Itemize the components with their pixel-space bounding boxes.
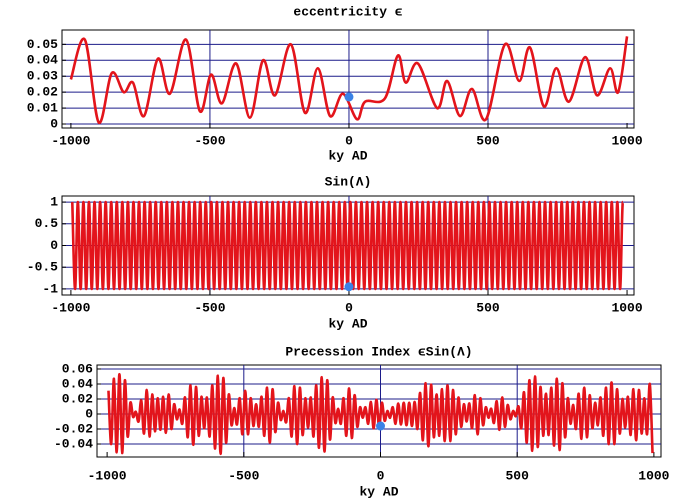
x-tick-label: -1000 bbox=[88, 468, 127, 483]
x-tick-label: 500 bbox=[476, 300, 500, 315]
marker-point bbox=[344, 92, 354, 102]
chart-title: Precession Index ϵSin(Λ) bbox=[285, 344, 472, 359]
plot-frame bbox=[61, 29, 635, 129]
x-tick-label: -500 bbox=[194, 133, 225, 148]
y-tick-label: 0.5 bbox=[35, 216, 59, 231]
y-tick-label: 0.03 bbox=[27, 69, 58, 84]
x-axis-label: ky AD bbox=[328, 316, 367, 331]
x-tick-label: -500 bbox=[194, 300, 225, 315]
chart-title: Sin(Λ) bbox=[325, 174, 372, 189]
x-tick-label: -1000 bbox=[51, 133, 90, 148]
y-tick-label: -1 bbox=[42, 281, 58, 296]
x-tick-label: -500 bbox=[228, 468, 259, 483]
y-tick-label: 0.02 bbox=[62, 391, 93, 406]
marker-point bbox=[344, 282, 354, 292]
x-tick-label: 0 bbox=[377, 468, 385, 483]
y-tick-label: 0 bbox=[50, 238, 58, 253]
y-tick-label: 1 bbox=[50, 195, 58, 210]
y-tick-label: 0.06 bbox=[62, 361, 93, 376]
x-tick-label: 1000 bbox=[611, 133, 642, 148]
y-tick-label: 0.02 bbox=[27, 85, 58, 100]
y-tick-label: 0.04 bbox=[62, 376, 93, 391]
x-tick-label: 1000 bbox=[638, 468, 669, 483]
x-tick-label: 1000 bbox=[611, 300, 642, 315]
x-axis-label: ky AD bbox=[328, 148, 367, 163]
y-tick-label: -0.5 bbox=[27, 260, 58, 275]
x-tick-label: -1000 bbox=[51, 300, 90, 315]
y-tick-label: 0.04 bbox=[27, 53, 58, 68]
x-tick-label: 500 bbox=[505, 468, 529, 483]
y-tick-label: 0 bbox=[85, 406, 93, 421]
x-tick-label: 0 bbox=[345, 133, 353, 148]
chart-title: eccentricity ϵ bbox=[293, 4, 402, 19]
y-tick-label: 0.05 bbox=[27, 37, 58, 52]
y-tick-label: 0.01 bbox=[27, 101, 58, 116]
y-tick-label: 0 bbox=[50, 116, 58, 131]
x-axis-label: ky AD bbox=[359, 484, 398, 499]
marker-point bbox=[376, 421, 386, 431]
x-tick-label: 500 bbox=[476, 133, 500, 148]
y-tick-label: -0.02 bbox=[54, 421, 93, 436]
x-tick-label: 0 bbox=[345, 300, 353, 315]
y-tick-label: -0.04 bbox=[54, 436, 93, 451]
